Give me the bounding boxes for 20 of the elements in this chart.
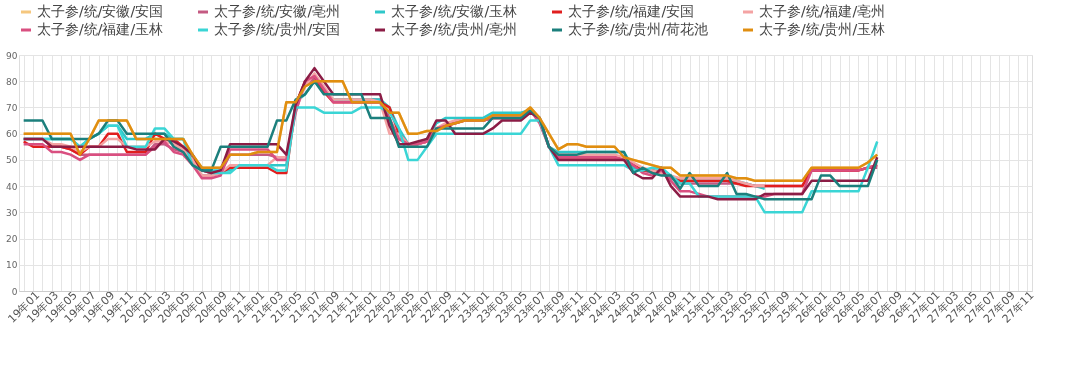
legend-label: 太子参/统/福建/安国: [568, 3, 695, 19]
y-tick-label: 10: [6, 260, 18, 271]
y-tick-label: 90: [6, 50, 18, 61]
y-tick-label: 40: [6, 181, 18, 192]
legend-label: 太子参/统/贵州/安国: [214, 21, 341, 37]
y-tick-label: 70: [6, 102, 18, 113]
y-tick-label: 0: [11, 286, 18, 297]
y-tick-label: 30: [6, 207, 18, 218]
legend-label: 太子参/统/贵州/荷花池: [568, 21, 709, 37]
y-tick-label: 50: [6, 155, 18, 166]
legend-label: 太子参/统/安徽/玉林: [391, 3, 518, 19]
legend-label: 太子参/统/福建/亳州: [759, 3, 886, 19]
y-tick-label: 80: [6, 76, 18, 87]
legend-label: 太子参/统/贵州/玉林: [759, 21, 886, 37]
legend-label: 太子参/统/安徽/亳州: [214, 3, 341, 19]
y-tick-label: 60: [6, 129, 18, 140]
legend-label: 太子参/统/安徽/安国: [37, 3, 164, 19]
legend-label: 太子参/统/贵州/亳州: [391, 21, 518, 37]
legend-label: 太子参/统/福建/玉林: [37, 21, 164, 37]
y-tick-label: 20: [6, 234, 18, 245]
